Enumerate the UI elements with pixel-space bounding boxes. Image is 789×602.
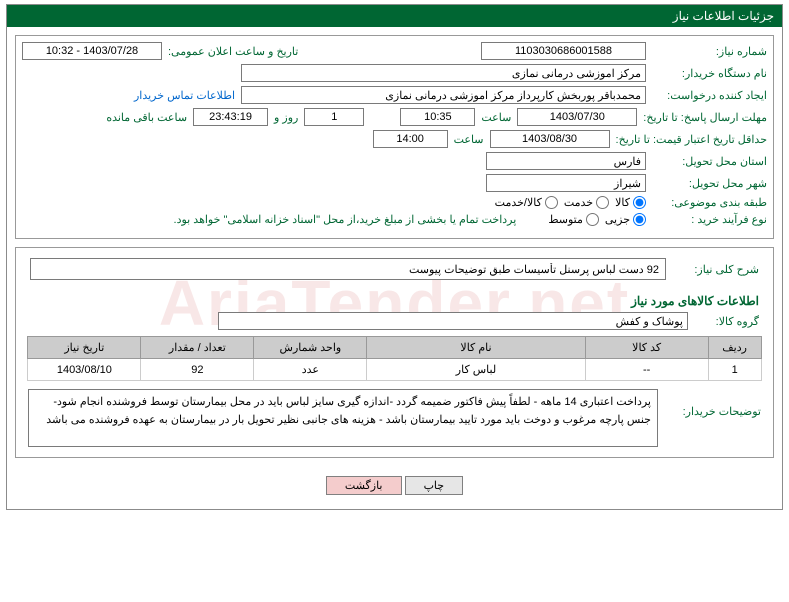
city-field[interactable] bbox=[486, 174, 646, 192]
radio-motevaset[interactable] bbox=[586, 213, 599, 226]
cell-radif: 1 bbox=[708, 359, 761, 381]
remaining-days-field[interactable] bbox=[304, 108, 364, 126]
goods-box: شرح کلی نیاز: اطلاعات کالاهای مورد نیاز … bbox=[15, 247, 774, 458]
need-no-field[interactable] bbox=[481, 42, 646, 60]
title-bar: جزئیات اطلاعات نیاز bbox=[7, 5, 782, 27]
sharh-kolli-field[interactable] bbox=[30, 258, 666, 280]
request-creator-field[interactable] bbox=[241, 86, 646, 104]
remaining-time-field[interactable] bbox=[193, 108, 268, 126]
print-button[interactable]: چاپ bbox=[405, 476, 464, 495]
goods-info-title: اطلاعات کالاهای مورد نیاز bbox=[16, 288, 773, 312]
col-radif: ردیف bbox=[708, 337, 761, 359]
radio-khedmat[interactable] bbox=[596, 196, 609, 209]
label-request-creator: ایجاد کننده درخواست: bbox=[652, 89, 767, 102]
back-button[interactable]: بازگشت bbox=[326, 476, 402, 495]
treasury-note: پرداخت تمام یا بخشی از مبلغ خرید،از محل … bbox=[174, 213, 517, 226]
radio-jozi[interactable] bbox=[633, 213, 646, 226]
col-need-date: تاریخ نیاز bbox=[28, 337, 141, 359]
announce-dt-field[interactable] bbox=[22, 42, 162, 60]
label-province: استان محل تحویل: bbox=[652, 155, 767, 168]
label-buyer-notes: توضیحات خریدار: bbox=[666, 389, 761, 418]
price-validity-time-field[interactable] bbox=[373, 130, 448, 148]
radio-motevaset-label: متوسط bbox=[548, 213, 583, 226]
col-unit: واحد شمارش bbox=[254, 337, 367, 359]
province-field[interactable] bbox=[486, 152, 646, 170]
col-name: نام کالا bbox=[367, 337, 585, 359]
main-panel: جزئیات اطلاعات نیاز شماره نیاز: تاریخ و … bbox=[6, 4, 783, 510]
label-process: نوع فرآیند خرید : bbox=[652, 213, 767, 226]
col-qty: تعداد / مقدار bbox=[141, 337, 254, 359]
radio-kala-khedmat-label: کالا/خدمت bbox=[495, 196, 542, 209]
radio-khedmat-label: خدمت bbox=[564, 196, 593, 209]
info-box: شماره نیاز: تاریخ و ساعت اعلان عمومی: نا… bbox=[15, 35, 774, 239]
items-table: ردیف کد کالا نام کالا واحد شمارش تعداد /… bbox=[27, 336, 761, 381]
cell-unit: عدد bbox=[254, 359, 367, 381]
response-date-field[interactable] bbox=[517, 108, 637, 126]
cell-qty: 92 bbox=[141, 359, 254, 381]
process-radio-group: جزیی متوسط bbox=[548, 213, 646, 226]
radio-jozi-label: جزیی bbox=[605, 213, 630, 226]
buyer-contact-link[interactable]: اطلاعات تماس خریدار bbox=[134, 89, 235, 102]
price-validity-date-field[interactable] bbox=[490, 130, 610, 148]
goods-group-field[interactable] bbox=[218, 312, 688, 330]
label-rooz-va: روز و bbox=[274, 111, 298, 124]
col-code: کد کالا bbox=[585, 337, 708, 359]
cell-name: لباس کار bbox=[367, 359, 585, 381]
radio-kala-label: کالا bbox=[615, 196, 630, 209]
category-radio-group: کالا خدمت کالا/خدمت bbox=[495, 196, 646, 209]
cell-code: -- bbox=[585, 359, 708, 381]
label-response-deadline: مهلت ارسال پاسخ: تا تاریخ: bbox=[643, 111, 767, 124]
label-goods-group: گروه کالا: bbox=[694, 315, 759, 328]
radio-kala[interactable] bbox=[633, 196, 646, 209]
buyer-notes-text: پرداخت اعتباری 14 ماهه - لطفاً پیش فاکتو… bbox=[28, 389, 658, 447]
button-row: چاپ بازگشت bbox=[7, 466, 782, 509]
label-saat-2: ساعت bbox=[454, 133, 484, 146]
label-category: طبقه بندی موضوعی: bbox=[652, 196, 767, 209]
label-need-no: شماره نیاز: bbox=[652, 45, 767, 58]
table-row: 1 -- لباس کار عدد 92 1403/08/10 bbox=[28, 359, 761, 381]
label-saat-1: ساعت bbox=[481, 111, 511, 124]
label-announce-dt: تاریخ و ساعت اعلان عمومی: bbox=[168, 45, 298, 58]
label-city: شهر محل تحویل: bbox=[652, 177, 767, 190]
label-price-validity: حداقل تاریخ اعتبار قیمت: تا تاریخ: bbox=[616, 133, 767, 146]
response-time-field[interactable] bbox=[400, 108, 475, 126]
label-sharh-kolli: شرح کلی نیاز: bbox=[674, 263, 759, 276]
radio-kala-khedmat[interactable] bbox=[545, 196, 558, 209]
cell-need-date: 1403/08/10 bbox=[28, 359, 141, 381]
buyer-org-field[interactable] bbox=[241, 64, 646, 82]
label-remaining: ساعت باقی مانده bbox=[106, 111, 187, 124]
label-buyer-org: نام دستگاه خریدار: bbox=[652, 67, 767, 80]
